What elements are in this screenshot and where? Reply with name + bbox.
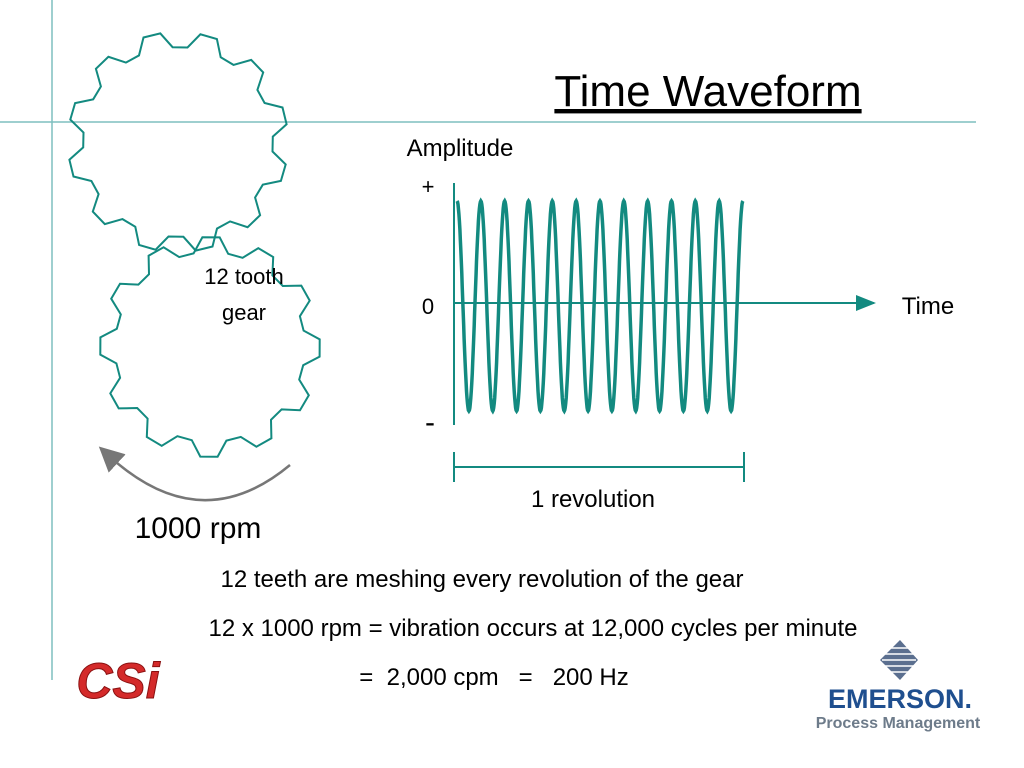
- rotation-arrow: [98, 446, 291, 502]
- zero-label: 0: [422, 294, 434, 319]
- x-label: Time: [902, 293, 954, 320]
- gear-label: 12 tooth: [204, 264, 284, 289]
- waveform: [455, 197, 745, 415]
- span-label: 1 revolution: [531, 486, 655, 513]
- minus-label: -: [425, 406, 435, 439]
- plus-label: +: [422, 174, 435, 199]
- revolution-bracket: [453, 452, 745, 482]
- note: 12 x 1000 rpm = vibration occurs at 12,0…: [208, 615, 857, 642]
- y-label: Amplitude: [407, 135, 514, 162]
- csi-logo: CSi: [76, 653, 160, 709]
- emerson-sub: Process Management: [816, 715, 981, 732]
- gear: [99, 236, 321, 458]
- emerson-icon: [880, 640, 918, 680]
- gears: [68, 32, 321, 458]
- gear: [68, 32, 288, 252]
- emerson-logo: EMERSON.: [828, 684, 972, 714]
- speed: 1000 rpm: [135, 512, 262, 545]
- gear-label: gear: [222, 300, 266, 325]
- title: Time Waveform: [554, 67, 861, 116]
- note: = 2,000 cpm = 200 Hz: [359, 664, 628, 691]
- note: 12 teeth are meshing every revolution of…: [221, 566, 744, 593]
